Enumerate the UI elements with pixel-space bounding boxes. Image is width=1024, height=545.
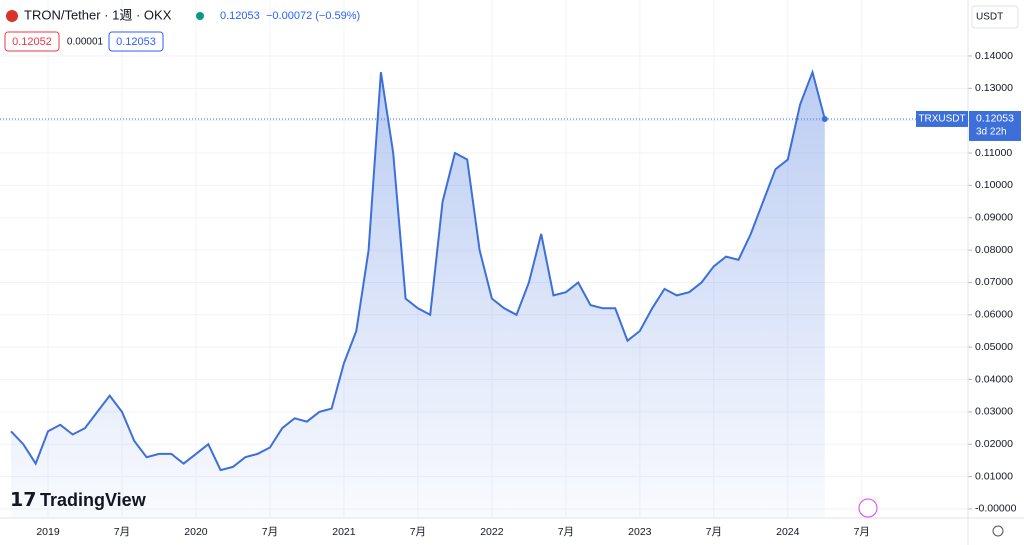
y-tick-label: 0.10000 xyxy=(975,179,1013,191)
countdown: 3d 22h xyxy=(976,127,1007,138)
last-point xyxy=(821,115,828,122)
symbol-tag xyxy=(916,110,968,127)
status-dot xyxy=(196,12,204,20)
y-tick-label: 0.08000 xyxy=(975,244,1013,256)
buy-box[interactable] xyxy=(108,31,164,52)
x-tick-label: 7月 xyxy=(114,526,130,538)
x-tick-label: 7月 xyxy=(262,526,278,538)
x-tick-label: 2021 xyxy=(332,526,356,538)
y-tick-label: 0.06000 xyxy=(975,309,1013,321)
x-tick-label: 2024 xyxy=(776,526,800,538)
y-tick-label: 0.05000 xyxy=(975,341,1013,353)
price-tag-label: 0.12053 xyxy=(976,113,1014,125)
x-tick-label: 2022 xyxy=(480,526,504,538)
logo-mark: 𝟭𝟳 xyxy=(10,490,36,511)
y-tick-label: 0.09000 xyxy=(975,212,1013,224)
line xyxy=(10,68,826,472)
price-tag xyxy=(969,110,1021,141)
events-icon[interactable] xyxy=(858,498,878,518)
y-tick-label: 0.01000 xyxy=(975,470,1013,482)
x-tick-label: 7月 xyxy=(410,526,426,538)
y-tick-label: 0.04000 xyxy=(975,373,1013,385)
y-tick-label: 0.14000 xyxy=(975,50,1013,62)
price-change: −0.00072 (−0.59%) xyxy=(266,10,360,22)
y-tick-label: 0.13000 xyxy=(975,82,1013,94)
spread: 0.00001 xyxy=(67,37,104,48)
symbol-title: TRON/Tether · 1週 · OKX xyxy=(24,7,172,22)
y-tick-label: -0.00000 xyxy=(975,503,1017,515)
ask[interactable]: 0.12053 xyxy=(116,36,156,48)
symbol-tag-label: TRXUSDT xyxy=(918,114,965,125)
symbol-icon xyxy=(6,10,18,22)
last-price: 0.12053 xyxy=(220,10,260,22)
logo: TradingView xyxy=(40,490,147,510)
y-tick-label: 0.02000 xyxy=(975,438,1013,450)
y-tick-label: 0.11000 xyxy=(975,147,1012,159)
settings-icon[interactable] xyxy=(992,525,1004,537)
x-tick-label: 7月 xyxy=(854,526,870,538)
currency-box[interactable] xyxy=(971,5,1019,29)
x-tick-label: 7月 xyxy=(706,526,722,538)
x-tick-label: 2023 xyxy=(628,526,652,538)
bid[interactable]: 0.12052 xyxy=(12,36,52,48)
x-tick-label: 2020 xyxy=(184,526,208,538)
sell-box[interactable] xyxy=(4,31,60,52)
x-tick-label: 2019 xyxy=(36,526,60,538)
x-tick-label: 7月 xyxy=(558,526,574,538)
currency[interactable]: USDT xyxy=(976,12,1003,23)
y-tick-label: 0.07000 xyxy=(975,276,1013,288)
area xyxy=(11,72,825,518)
y-tick-label: 0.03000 xyxy=(975,406,1013,418)
